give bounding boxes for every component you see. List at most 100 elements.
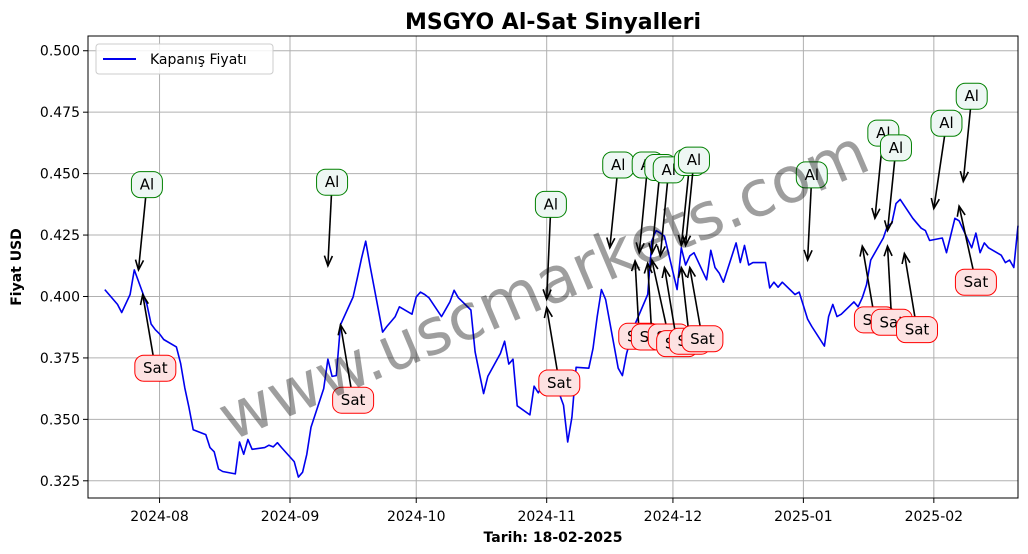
signal-arrow-shaft — [861, 245, 874, 308]
legend: Kapanış Fiyatı — [95, 43, 274, 75]
y-tick-label: 0.450 — [40, 167, 80, 183]
buy-signal: Al — [316, 168, 349, 268]
signal-arrow-head — [883, 220, 894, 233]
chart-title: MSGYO Al-Sat Sinyalleri — [405, 10, 701, 35]
x-tick-label: 2024-08 — [130, 509, 189, 525]
signal-arrow-shaft — [903, 253, 916, 317]
sell-signal: Sat — [538, 305, 581, 397]
signal-label-box — [879, 134, 912, 162]
signal-arrow-shaft — [962, 109, 972, 182]
signal-arrow-head — [542, 289, 552, 302]
sell-signal: Sat — [134, 292, 177, 382]
signal-arrow-shaft — [684, 172, 694, 246]
signal-arrow-head — [859, 243, 869, 257]
signal-label-box — [930, 109, 963, 137]
sell-signal-label: Sat — [143, 359, 168, 377]
signal-arrow-shaft — [137, 197, 147, 271]
buy-signal-label: Al — [140, 176, 154, 194]
signal-arrow-shaft — [609, 177, 618, 248]
buy-signal-label: Al — [325, 173, 339, 191]
buy-signal: Al — [602, 151, 635, 250]
signal-arrow-shaft — [659, 182, 669, 257]
signal-arrow-head — [630, 258, 641, 272]
signal-arrow-shaft — [327, 195, 333, 266]
signal-arrow-shaft — [545, 307, 558, 371]
signal-label-box — [681, 325, 724, 353]
y-tick-label: 0.400 — [40, 289, 80, 305]
signal-arrow-head — [337, 322, 347, 336]
signal-arrow-head — [901, 251, 911, 265]
buy-signal: Al — [930, 109, 963, 211]
signal-arrow-shaft — [638, 177, 648, 253]
buy-signal-label: Al — [939, 114, 953, 132]
y-tick-label: 0.350 — [40, 412, 80, 428]
signal-arrow-head — [930, 197, 940, 211]
signal-label-box — [896, 316, 939, 344]
signal-label-box — [538, 369, 581, 397]
sell-signal-label: Sat — [905, 321, 930, 339]
signal-label-box — [134, 354, 177, 382]
sell-signal: Sat — [896, 251, 939, 344]
sell-signal: Sat — [681, 265, 724, 353]
sell-signal-label: Sat — [964, 273, 989, 291]
signal-label-box — [954, 268, 997, 296]
signal-label-box — [677, 146, 710, 174]
plot-frame — [87, 35, 1019, 499]
signal-arrow-head — [323, 255, 334, 268]
buy-signal-label: Al — [687, 151, 701, 169]
buy-signal-label: Al — [889, 139, 903, 157]
signal-arrow-shaft — [646, 263, 652, 325]
signal-annotations: AlSatAlSatAlSatAlSatAlSatAlSatAlSatAlSat… — [130, 82, 997, 414]
buy-signal: Al — [795, 161, 828, 263]
buy-signal-label: Al — [662, 161, 676, 179]
signal-arrow-head — [677, 265, 688, 279]
signal-arrow-head — [649, 257, 659, 271]
signal-arrow-shaft — [663, 267, 676, 331]
sell-signal-label: Sat — [690, 330, 715, 348]
signal-arrow-head — [648, 242, 658, 256]
signal-arrow-head — [635, 242, 645, 255]
y-axis-title: Fiyat USD — [9, 228, 25, 306]
signal-arrow-head — [956, 203, 966, 217]
buy-signal: Al — [534, 190, 567, 302]
sell-signal: Sat — [954, 203, 997, 296]
signal-arrow-head — [677, 234, 688, 248]
signal-arrow-shaft — [680, 267, 690, 329]
signal-label-box — [795, 161, 828, 189]
signal-arrow-shaft — [545, 217, 552, 300]
signal-arrow-head — [686, 265, 697, 279]
buy-signal: Al — [677, 146, 710, 248]
x-tick-label: 2025-01 — [774, 509, 833, 525]
signal-arrow-shaft — [688, 267, 701, 327]
signal-arrow-shaft — [651, 259, 667, 325]
legend-label: Kapanış Fiyatı — [150, 52, 247, 68]
signal-arrow-head — [661, 265, 671, 279]
buy-signal: Al — [130, 171, 163, 273]
x-axis-title: Tarih: 18-02-2025 — [484, 530, 623, 546]
signal-arrow-head — [883, 243, 893, 257]
signal-arrow-shaft — [958, 205, 974, 270]
y-tick-label: 0.325 — [40, 474, 80, 490]
buy-signal-label: Al — [544, 195, 558, 213]
x-tick-label: 2024-12 — [644, 509, 703, 525]
series-line-kapanis-fiyati — [104, 198, 1019, 478]
signal-arrow-shaft — [806, 187, 812, 261]
legend-box — [95, 43, 274, 75]
signal-arrow-shaft — [339, 324, 352, 388]
signal-arrow-shaft — [933, 135, 946, 209]
y-tick-label: 0.500 — [40, 44, 80, 60]
signal-arrow-shaft — [874, 145, 883, 219]
buy-signal-label: Al — [611, 156, 625, 174]
series-layer — [104, 198, 1019, 478]
buy-signal: Al — [879, 134, 912, 233]
x-tick-label: 2024-11 — [517, 509, 576, 525]
signal-arrow-head — [681, 234, 692, 248]
buy-signal-label: Al — [805, 166, 819, 184]
x-tick-label: 2025-02 — [905, 509, 964, 525]
buy-signal-label: Al — [964, 87, 978, 105]
signal-arrow-shaft — [680, 175, 690, 246]
signal-arrow-shaft — [634, 260, 640, 324]
sell-signal-label: Sat — [341, 391, 366, 409]
signal-arrow-shaft — [886, 246, 892, 310]
